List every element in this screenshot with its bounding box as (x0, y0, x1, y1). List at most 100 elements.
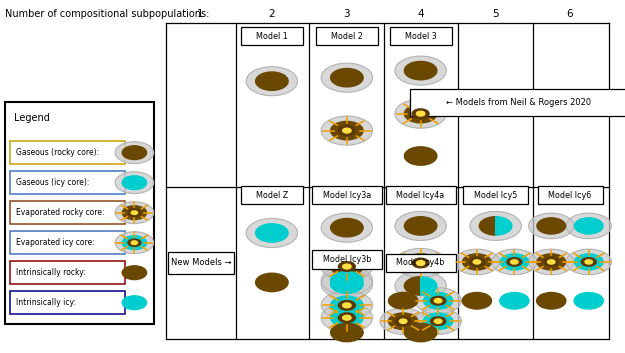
Circle shape (404, 104, 437, 123)
Circle shape (404, 61, 437, 80)
Circle shape (529, 213, 574, 239)
Circle shape (321, 63, 372, 92)
Circle shape (128, 239, 141, 246)
Circle shape (537, 293, 566, 309)
Circle shape (338, 262, 356, 271)
Circle shape (416, 111, 425, 116)
Circle shape (331, 275, 363, 293)
Circle shape (469, 258, 484, 266)
Text: 1: 1 (197, 9, 203, 19)
Circle shape (331, 296, 363, 315)
Circle shape (434, 319, 442, 323)
Circle shape (342, 315, 351, 320)
Circle shape (122, 146, 146, 160)
FancyBboxPatch shape (168, 252, 234, 274)
Circle shape (412, 109, 429, 119)
Text: New Models →: New Models → (171, 258, 231, 268)
FancyBboxPatch shape (386, 254, 456, 272)
FancyBboxPatch shape (10, 261, 125, 284)
FancyBboxPatch shape (390, 27, 451, 45)
FancyBboxPatch shape (312, 250, 382, 269)
Circle shape (331, 68, 363, 87)
Polygon shape (421, 277, 437, 295)
Circle shape (581, 258, 596, 266)
Text: Gaseous (icy core):: Gaseous (icy core): (16, 178, 89, 187)
Text: 2: 2 (269, 9, 275, 19)
FancyBboxPatch shape (312, 186, 382, 204)
Circle shape (431, 297, 446, 305)
FancyBboxPatch shape (316, 27, 378, 45)
Text: 5: 5 (492, 9, 499, 19)
FancyBboxPatch shape (10, 201, 125, 224)
Circle shape (122, 176, 146, 190)
Text: 6: 6 (567, 9, 573, 19)
Text: Model 3: Model 3 (405, 31, 436, 41)
Circle shape (507, 258, 522, 266)
Circle shape (537, 254, 566, 270)
Circle shape (404, 323, 437, 342)
Text: Model Icy3a: Model Icy3a (322, 191, 371, 200)
Text: Legend: Legend (14, 113, 49, 123)
Text: Model 1: Model 1 (256, 31, 288, 41)
Circle shape (122, 206, 146, 220)
Circle shape (331, 323, 363, 342)
Circle shape (342, 264, 351, 269)
Circle shape (574, 218, 603, 234)
Circle shape (395, 56, 446, 85)
Circle shape (395, 99, 446, 128)
Circle shape (246, 219, 298, 247)
Circle shape (473, 260, 481, 264)
FancyBboxPatch shape (5, 102, 154, 324)
Circle shape (321, 116, 372, 145)
Circle shape (434, 299, 442, 303)
Circle shape (529, 249, 574, 275)
Circle shape (389, 313, 418, 329)
Text: Intrinsically rocky:: Intrinsically rocky: (16, 268, 86, 277)
Circle shape (395, 211, 446, 240)
Circle shape (500, 293, 529, 309)
Circle shape (321, 303, 372, 332)
Circle shape (566, 213, 611, 239)
Text: Evaporated icy core:: Evaporated icy core: (16, 238, 94, 247)
Circle shape (256, 273, 288, 292)
Circle shape (396, 317, 411, 325)
Text: Model Icy5: Model Icy5 (474, 191, 518, 200)
Text: Model 2: Model 2 (331, 31, 363, 41)
FancyBboxPatch shape (538, 186, 602, 204)
FancyBboxPatch shape (10, 291, 125, 314)
Circle shape (500, 254, 529, 270)
Circle shape (115, 142, 154, 163)
Circle shape (412, 258, 429, 268)
Circle shape (389, 293, 418, 309)
Circle shape (415, 308, 461, 334)
Circle shape (331, 219, 363, 237)
Text: Model Z: Model Z (256, 191, 288, 200)
Circle shape (128, 209, 141, 216)
Circle shape (395, 271, 446, 300)
Polygon shape (496, 217, 512, 235)
Circle shape (470, 211, 521, 240)
Text: Gaseous (rocky core):: Gaseous (rocky core): (16, 148, 99, 157)
Text: Intrinsically icy:: Intrinsically icy: (16, 298, 76, 307)
Circle shape (574, 293, 603, 309)
Circle shape (256, 72, 288, 90)
Circle shape (131, 241, 138, 245)
Circle shape (331, 309, 363, 327)
Circle shape (331, 121, 363, 140)
Circle shape (331, 271, 363, 290)
Circle shape (321, 252, 372, 281)
Circle shape (462, 254, 491, 270)
Circle shape (424, 293, 452, 309)
Circle shape (256, 224, 288, 242)
Circle shape (424, 313, 452, 329)
FancyBboxPatch shape (411, 89, 625, 116)
Text: Model Icy3b: Model Icy3b (322, 255, 371, 264)
FancyBboxPatch shape (463, 186, 528, 204)
Text: 4: 4 (418, 9, 424, 19)
Circle shape (115, 172, 154, 193)
FancyBboxPatch shape (386, 186, 456, 204)
Circle shape (115, 202, 154, 223)
Circle shape (122, 236, 146, 250)
Text: Model Icy4b: Model Icy4b (396, 258, 445, 268)
Circle shape (342, 303, 351, 308)
